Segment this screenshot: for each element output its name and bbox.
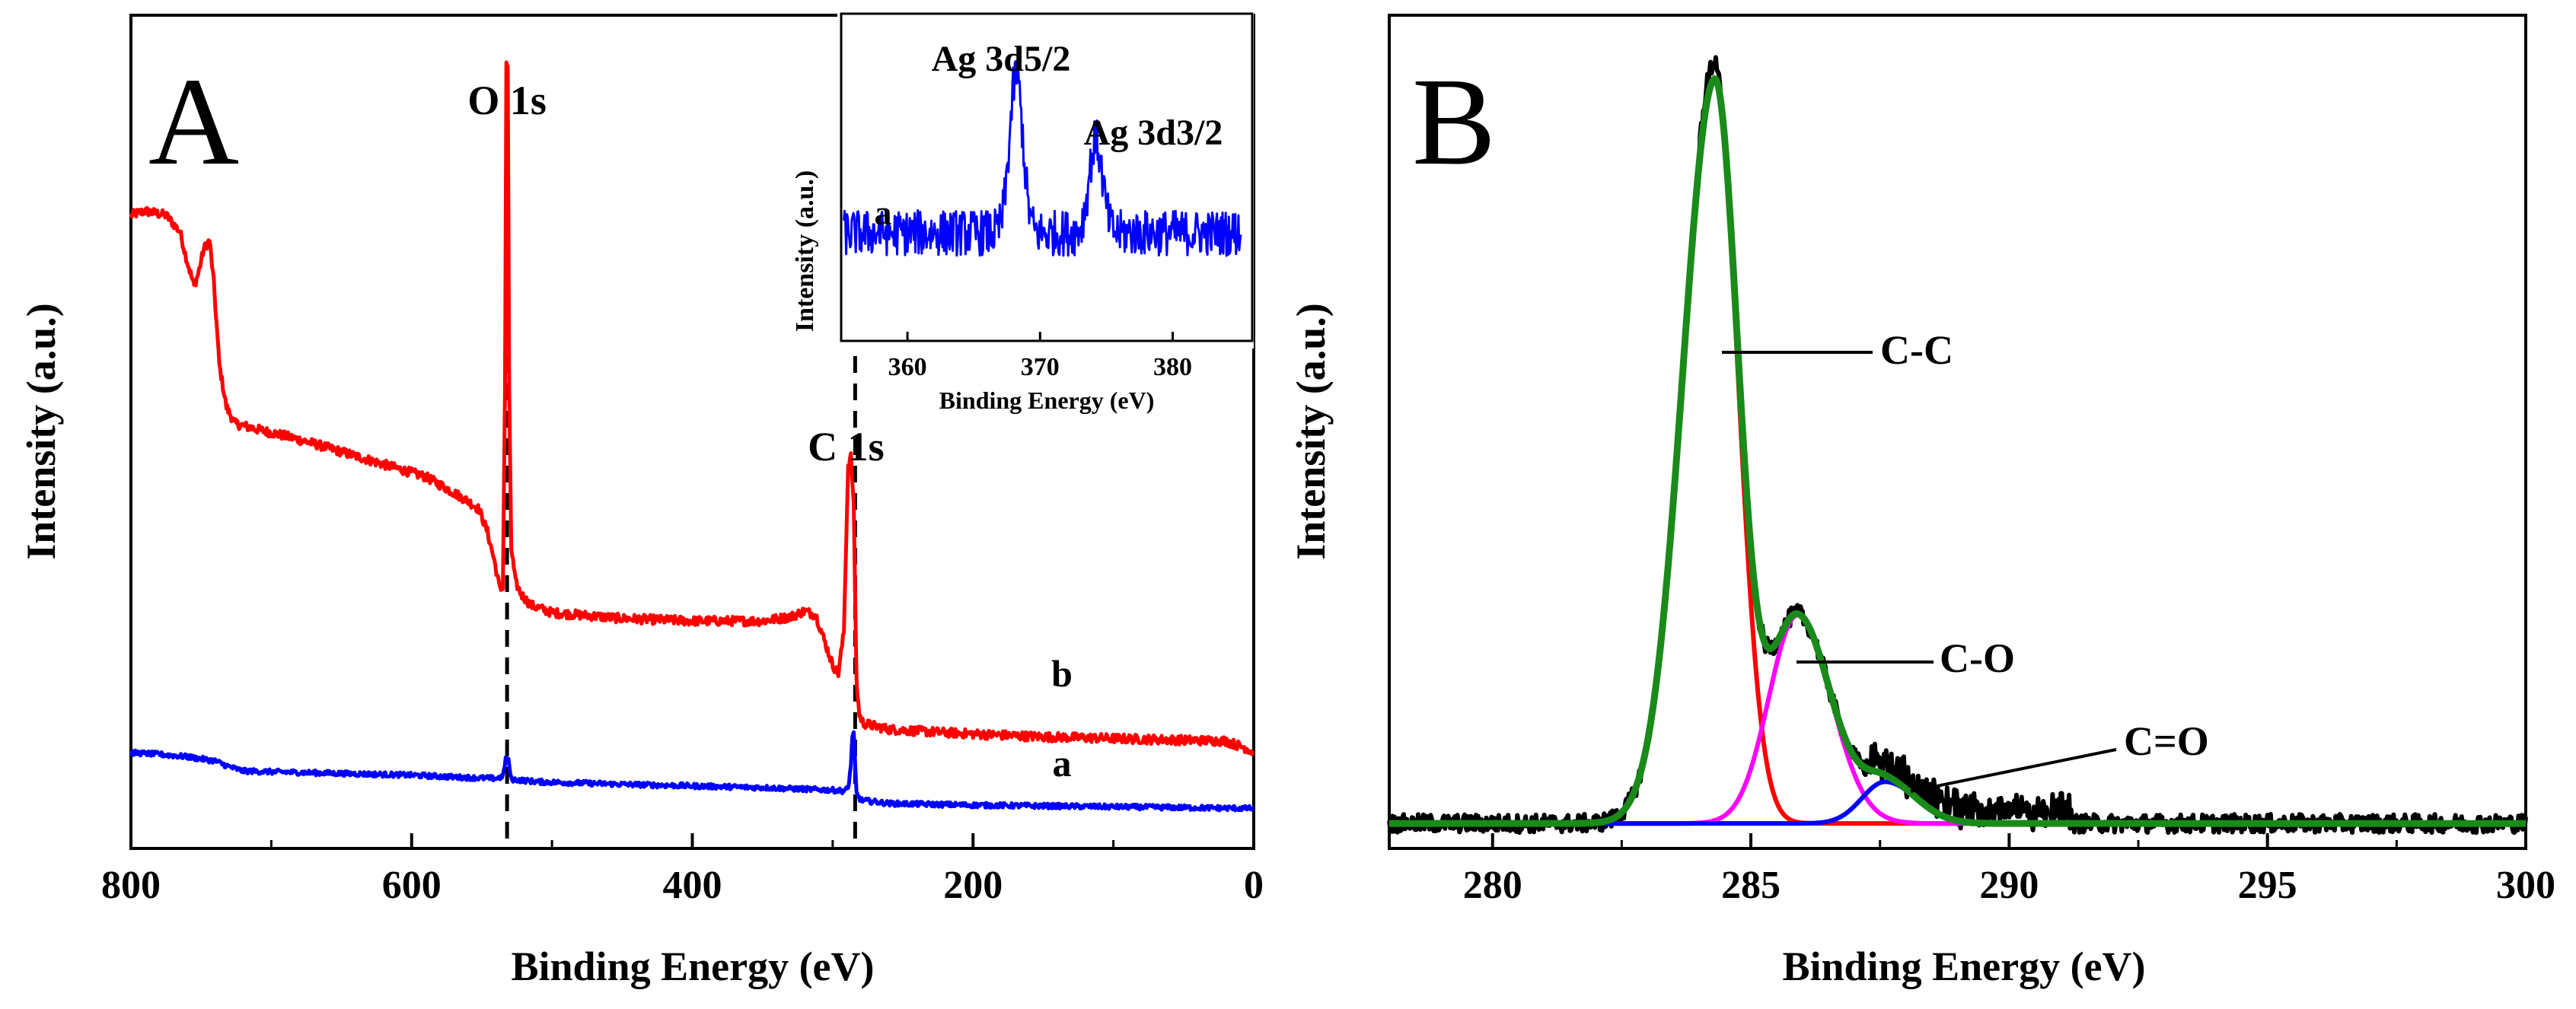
panel-b-x-tick-label: 280 xyxy=(1463,864,1522,907)
panel-b-fit-envelope-line xyxy=(1389,75,2526,827)
panel-a-c1s-annotation: C 1s xyxy=(808,424,885,469)
panel-a-label: A xyxy=(148,52,239,191)
panel-b-c-double-o-annotation: C=O xyxy=(2124,718,2209,764)
panel-a-series-a-label: a xyxy=(1053,742,1072,785)
panel-a-x-axis-label: Binding Energy (eV) xyxy=(511,944,874,989)
panel-b-cc-annotation: C-C xyxy=(1880,327,1953,373)
panel-a-x-tick-label: 600 xyxy=(382,864,442,907)
inset-y-axis-label: Intensity (a.u.) xyxy=(791,170,819,333)
panel-a-series-a-line xyxy=(129,730,1255,813)
panel-b-axes-frame xyxy=(1388,14,2527,850)
inset-x-ticks xyxy=(906,332,1174,341)
inset-x-tick-label: 360 xyxy=(888,353,927,381)
panel-b-x-tick-label: 295 xyxy=(2238,864,2297,907)
panel-a-x-tick-label: 400 xyxy=(663,864,722,907)
panel-a-x-tick-label: 200 xyxy=(943,864,1003,907)
panel-b: B 280 285 290 295 300 Binding Energy (eV) In… xyxy=(1288,14,2555,989)
inset-ag3d52-annotation: Ag 3d5/2 xyxy=(932,39,1071,79)
panel-a-x-tick-label: 800 xyxy=(101,864,161,907)
inset-x-tick-label: 380 xyxy=(1153,353,1192,381)
panel-a-y-axis-label: Intensity (a.u.) xyxy=(18,303,64,560)
panel-a-x-ticks xyxy=(129,833,1255,848)
panel-b-y-axis-label: Intensity (a.u.) xyxy=(1288,303,1334,560)
panel-a-o1s-annotation: O 1s xyxy=(467,78,547,123)
inset-x-axis-label: Binding Energy (eV) xyxy=(939,387,1155,414)
panel-a: A 800 600 400 200 0 Binding Energy (eV) Inte… xyxy=(18,12,1264,989)
panel-a-x-tick-label: 0 xyxy=(1244,864,1264,907)
inset-ag3d32-annotation: Ag 3d3/2 xyxy=(1084,113,1223,153)
panel-b-x-tick-labels: 280 285 290 295 300 xyxy=(1463,864,2555,907)
panel-a-series-b-line xyxy=(129,60,1255,756)
panel-b-x-axis-label: Binding Energy (eV) xyxy=(1782,944,2145,989)
inset-series-a-line xyxy=(843,60,1242,257)
panel-a-inset: 360 370 380 Binding Energy (eV) Intensity … xyxy=(791,12,1254,414)
panel-a-series-b-label: b xyxy=(1051,652,1073,695)
panel-b-c-double-o-leader-line xyxy=(1910,748,2117,793)
inset-x-tick-labels: 360 370 380 xyxy=(888,353,1192,381)
inset-background xyxy=(837,14,1254,349)
inset-x-tick-label: 370 xyxy=(1021,353,1060,381)
panel-b-co-annotation: C-O xyxy=(1940,635,2015,681)
panel-b-cc-component-line xyxy=(1389,79,2526,826)
inset-axes-frame xyxy=(840,12,1254,342)
panel-b-x-tick-label: 300 xyxy=(2496,864,2555,907)
panel-a-x-tick-labels: 800 600 400 200 0 xyxy=(101,864,1264,907)
inset-series-a-label: a xyxy=(875,193,892,232)
panel-b-x-tick-label: 290 xyxy=(1979,864,2039,907)
panel-b-x-tick-label: 285 xyxy=(1721,864,1781,907)
panel-b-x-ticks xyxy=(1490,833,2527,848)
panel-b-label: B xyxy=(1412,52,1496,191)
panel-b-experimental-line xyxy=(1387,55,2528,836)
